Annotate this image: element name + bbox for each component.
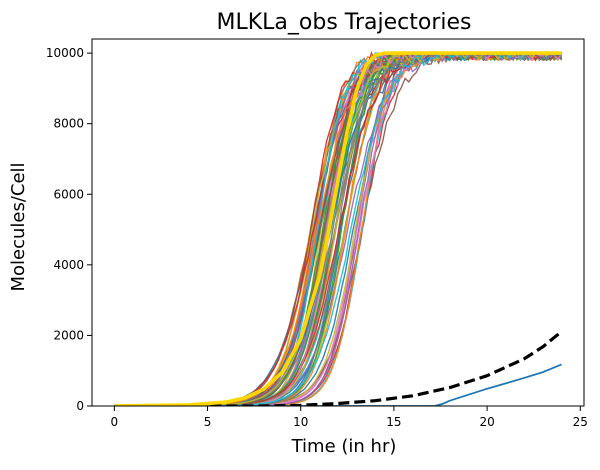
x-tick-label-20: 20 xyxy=(479,415,494,429)
y-tick-label-0: 0 xyxy=(76,399,84,413)
y-tick-label-10000: 10000 xyxy=(46,46,84,60)
series-group xyxy=(114,50,563,406)
series-line-1 xyxy=(114,363,562,406)
trajectory-line-55 xyxy=(114,51,563,406)
plot-frame xyxy=(91,38,585,407)
y-axis-label: Molecules/Cell xyxy=(8,162,29,291)
y-tick-label-8000: 8000 xyxy=(53,117,84,131)
x-tick-label-10: 10 xyxy=(293,415,308,429)
chart-title: MLKLa_obs Trajectories xyxy=(217,10,472,35)
x-tick-label-15: 15 xyxy=(386,415,401,429)
series-line-3 xyxy=(114,51,562,406)
series-line-2 xyxy=(114,330,563,406)
x-tick-label-5: 5 xyxy=(204,415,212,429)
y-tick-label-2000: 2000 xyxy=(53,328,84,342)
plot-area xyxy=(114,50,563,406)
x-axis-label: Time (in hr) xyxy=(291,436,397,457)
x-tick-label-25: 25 xyxy=(573,415,588,429)
y-tick-label-4000: 4000 xyxy=(53,258,84,272)
y-tick-label-6000: 6000 xyxy=(53,187,84,201)
x-tick-label-0: 0 xyxy=(111,415,119,429)
axes: 0 5 10 15 20 25 0 2000 4000 6000 8000 10000 xyxy=(46,38,588,429)
